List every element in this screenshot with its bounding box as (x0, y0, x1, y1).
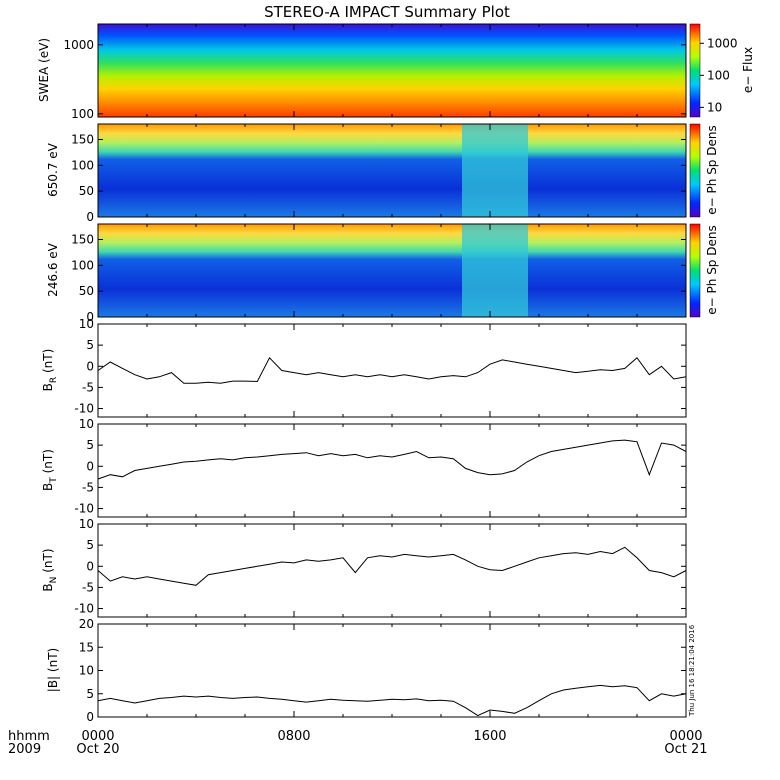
y-tick-label: -5 (82, 580, 94, 594)
bt-series-layer (97, 439, 687, 480)
y-tick-label: 0 (86, 310, 94, 324)
y-tick-label: 50 (79, 284, 94, 298)
br-y-ticks: -10 -5 0 5 10 (74, 317, 686, 416)
y-tick-label: 10 (79, 417, 94, 431)
bt-frame (97, 423, 687, 518)
pad650-y-ticks: 0 50 100 150 (71, 133, 686, 224)
pad650-dropout (462, 124, 528, 217)
y-tick-label: 1000 (63, 38, 94, 52)
br-series-layer (97, 356, 687, 384)
swea-y-ticks: 100 1000 (63, 38, 686, 121)
y-tick-label: -10 (74, 602, 94, 616)
br-series-line (97, 356, 687, 384)
pad650-colorbar (689, 123, 701, 218)
bt-y-label: BT (nT) (41, 449, 59, 491)
bt-y-ticks: -10 -5 0 5 10 (74, 417, 686, 516)
swea-colorbar (689, 23, 701, 118)
swea-panel: 100 1000 SWEA (eV) 10 100 1000 e− Flux (37, 23, 755, 121)
time-label: hhmm (8, 729, 50, 744)
y-tick-label: -10 (74, 502, 94, 516)
y-tick-label: 5 (86, 687, 94, 701)
swea-colorbar-label: e− Flux (741, 47, 755, 93)
y-tick-label: 20 (79, 617, 94, 631)
pad246-y-ticks: 0 50 100 150 (71, 233, 686, 324)
swea-heatmap (98, 24, 686, 117)
pad650-heatmap (98, 124, 686, 217)
y-tick-label: 0 (86, 710, 94, 724)
plot-title: STEREO-A IMPACT Summary Plot (264, 3, 510, 21)
y-tick-label: 0 (86, 359, 94, 373)
y-tick-label: 10 (79, 517, 94, 531)
y-tick-label: -10 (74, 402, 94, 416)
pad246-panel: 0 50 100 150 246.6 eV e− Ph Sp Dens (46, 223, 719, 324)
pad650-colorbar-label: e− Ph Sp Dens (705, 125, 719, 214)
bmag-panel: 0 5 10 15 20 |B| (nT) Thu Jun 16 18:21:04 20… (46, 617, 696, 724)
x-tick-label: 0000 (81, 729, 114, 744)
y-tick-label: 10 (79, 664, 94, 678)
y-tick-label: 5 (86, 538, 94, 552)
bt-panel: -10 -5 0 5 10 BT (nT) (41, 417, 687, 518)
colorbar-tick-label: 100 (707, 68, 730, 82)
pad246-colorbar-label: e− Ph Sp Dens (705, 225, 719, 314)
y-tick-label: 100 (71, 158, 94, 172)
bmag-y-label: |B| (nT) (46, 648, 60, 692)
year-label: 2009 (8, 742, 41, 757)
y-tick-label: 10 (79, 317, 94, 331)
br-y-label-sub: R (49, 377, 59, 383)
bn-series-layer (97, 546, 687, 586)
y-tick-label: -5 (82, 480, 94, 494)
y-tick-label: 150 (71, 133, 94, 147)
bt-series-line (97, 439, 687, 480)
pad246-heatmap (98, 224, 686, 317)
bmag-frame (97, 623, 687, 718)
y-tick-label: 5 (86, 338, 94, 352)
bn-y-label-sub: N (49, 577, 59, 584)
bn-panel: -10 -5 0 5 10 BN (nT) (41, 517, 687, 618)
swea-colorbar-ticks: 10 100 1000 (700, 36, 738, 114)
bmag-y-ticks: 0 5 10 15 20 (79, 617, 686, 724)
bmag-series-layer (97, 684, 687, 717)
bn-y-ticks: -10 -5 0 5 10 (74, 517, 686, 616)
y-tick-label: 100 (71, 258, 94, 272)
x-tick-label: 0000 (669, 729, 702, 744)
x-date-label: Oct 20 (76, 742, 119, 757)
swea-y-label: SWEA (eV) (37, 38, 51, 102)
pad650-panel: 0 50 100 150 650.7 eV e− Ph Sp Dens (46, 123, 719, 224)
y-tick-label: 0 (86, 210, 94, 224)
bn-series-line (97, 546, 687, 586)
y-tick-label: 150 (71, 233, 94, 247)
y-tick-label: 50 (79, 184, 94, 198)
bn-frame (97, 523, 687, 618)
colorbar-tick-label: 1000 (707, 36, 738, 50)
x-date-label: Oct 21 (664, 742, 707, 757)
y-tick-label: 5 (86, 438, 94, 452)
y-tick-label: 15 (79, 640, 94, 654)
pad246-colorbar (689, 223, 701, 318)
x-tick-label: 1600 (473, 729, 506, 744)
bmag-series-line (97, 684, 687, 717)
br-y-label: BR (nT) (41, 349, 59, 392)
br-panel: -10 -5 0 5 10 BR (nT) (41, 317, 687, 418)
x-tick-label: 0800 (277, 729, 310, 744)
y-tick-label: 100 (71, 107, 94, 121)
bt-y-label-sub: T (49, 477, 59, 484)
colorbar-tick-label: 10 (707, 100, 722, 114)
timestamp: Thu Jun 16 18:21:04 2016 (688, 624, 696, 717)
bn-y-label: BN (nT) (41, 548, 59, 591)
y-tick-label: 0 (86, 459, 94, 473)
pad246-dropout (462, 224, 528, 317)
y-tick-label: -5 (82, 380, 94, 394)
pad246-y-label: 246.6 eV (46, 242, 60, 297)
pad650-y-label: 650.7 eV (46, 142, 60, 197)
y-tick-label: 0 (86, 559, 94, 573)
